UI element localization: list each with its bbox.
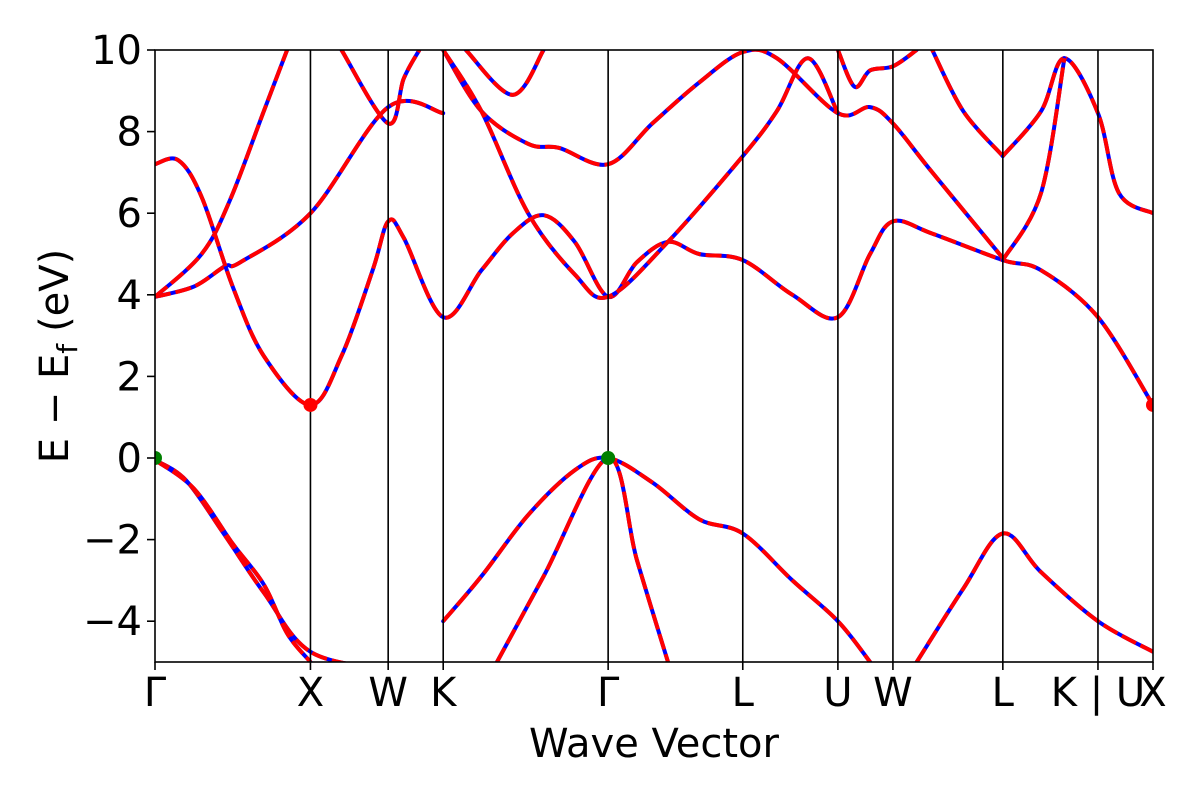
- band-line-solid-12: [1000, 56, 1067, 263]
- y-tick-label-7: 10: [91, 28, 142, 74]
- y-axis-ticks: −4 −2 0 2 4 6 8 10: [83, 28, 155, 645]
- x-tick-label-2: W: [368, 670, 408, 716]
- band-line-dashed-9: [441, 50, 840, 300]
- y-tick-label-6: 8: [117, 110, 142, 156]
- band-line-dashed-6: [155, 50, 289, 299]
- x-tick-label-8: L: [992, 670, 1015, 716]
- y-tick-label-1: −2: [83, 518, 142, 564]
- y-tick-label-5: 6: [117, 191, 142, 237]
- x-tick-label-3: K: [430, 670, 458, 716]
- y-tick-label-2: 0: [117, 436, 142, 482]
- kpoint-lines: [309, 50, 1099, 662]
- y-axis-label: E − Ef (eV): [32, 249, 84, 464]
- band-line-dashed-1: [155, 458, 313, 662]
- y-axis-label-subscript: f: [51, 343, 84, 354]
- y-axis-label-unit: (eV): [32, 249, 78, 332]
- x-tick-label-6: U: [823, 670, 852, 716]
- extremum-marker-0: [155, 451, 162, 465]
- x-tick-label-9: K | U: [1051, 670, 1145, 716]
- y-axis-label-main: E − E: [32, 354, 78, 464]
- y-tick-label-3: 2: [117, 354, 142, 400]
- extrema-markers: [155, 397, 1153, 465]
- extremum-marker-2: [303, 397, 318, 412]
- extremum-marker-1: [601, 451, 616, 465]
- x-tick-label-10: X: [1139, 670, 1166, 716]
- band-line-dashed-15: [836, 50, 918, 90]
- band-line-dashed-10: [930, 50, 1005, 158]
- band-line-dashed-5: [155, 99, 444, 299]
- band-lines: [155, 50, 1153, 662]
- band-line-dashed-2: [441, 455, 872, 662]
- y-tick-label-0: −4: [83, 599, 142, 645]
- y-tick-label-4: 4: [117, 273, 142, 319]
- x-tick-label-1: X: [297, 670, 324, 716]
- x-tick-label-0: Γ: [144, 670, 167, 716]
- band-line-dashed-13: [339, 50, 422, 126]
- plot-frame: [154, 49, 1154, 663]
- band-line-dashed-11: [1001, 56, 1153, 216]
- band-line-dashed-14: [464, 50, 546, 97]
- x-tick-label-7: W: [873, 670, 913, 716]
- x-tick-label-5: L: [732, 670, 755, 716]
- x-axis-label: Wave Vector: [529, 721, 780, 767]
- extremum-marker-3: [1146, 397, 1153, 412]
- band-line-dashed-0: [155, 458, 349, 662]
- x-tick-label-4: Γ: [597, 670, 620, 716]
- band-line-dashed-7: [155, 156, 1153, 408]
